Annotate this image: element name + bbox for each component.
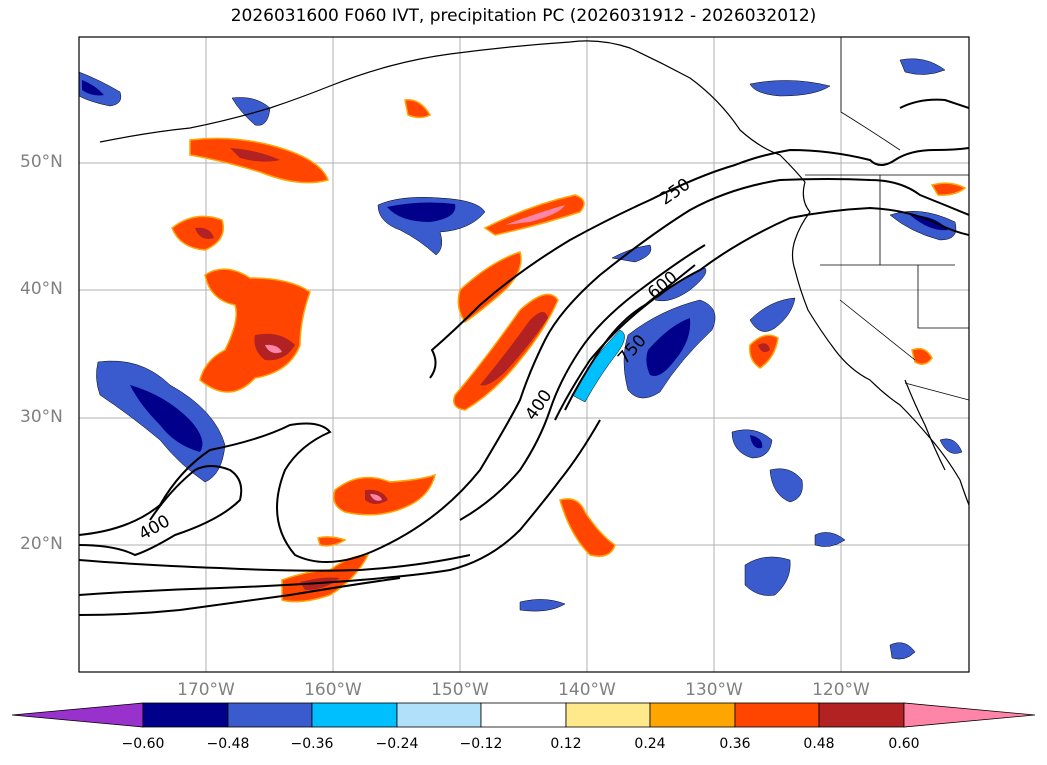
blob-neg-45n-coast-core <box>910 215 948 231</box>
blob-neg-27n-east <box>939 438 963 454</box>
blob-neg-west-56n <box>79 71 122 107</box>
blob-neg-56n-east <box>749 80 831 97</box>
ivt-contours <box>79 98 969 616</box>
colorbar-tick-4: −0.24 <box>375 736 419 752</box>
colorbar-bin-7 <box>649 702 736 728</box>
lat-label-50n: 50°N <box>20 152 63 172</box>
colorbar-tick-7: 0.24 <box>634 736 666 752</box>
lon-label-150w: 150°W <box>431 680 489 700</box>
blob-pos-54n <box>404 99 432 119</box>
blob-pos-34n-diag-core <box>480 311 548 386</box>
colorbar-extend-low <box>11 702 144 728</box>
lon-label-160w: 160°W <box>304 680 362 700</box>
blob-pos-22n <box>559 498 616 557</box>
coast-baja <box>904 379 946 471</box>
blob-pos-51n-core <box>230 148 280 162</box>
blob-neg-31n-core <box>130 385 203 452</box>
blob-neg-57n-far <box>899 58 946 75</box>
blob-pos-40n-diag <box>457 251 522 324</box>
graticule <box>79 37 969 672</box>
borders <box>805 37 969 401</box>
blob-pos-33n-coast <box>911 347 933 365</box>
border-state-4 <box>839 299 916 361</box>
colorbar-extend-high <box>903 702 1036 728</box>
lon-label-120w: 120°W <box>812 680 870 700</box>
blob-neg-21n <box>814 532 846 547</box>
border-state-3 <box>917 265 969 329</box>
colorbar-bin-6 <box>565 702 651 728</box>
blob-pos-38n <box>199 268 311 393</box>
blob-neg-54n <box>231 97 271 126</box>
colorbar-tick-10: 0.60 <box>888 736 920 752</box>
blob-neg-12n <box>889 642 916 660</box>
blob-neg-38n <box>749 297 796 332</box>
coast-canada-bc <box>791 181 969 506</box>
colorbar-tick-5: −0.12 <box>459 736 503 752</box>
blob-pos-20n-small <box>317 536 347 547</box>
ivt-contour-250 <box>429 147 969 379</box>
blob-pos-24n-pink <box>370 494 382 501</box>
ivt-contour-low-south-2 <box>79 577 401 616</box>
ivt-contour-250-loop <box>899 98 969 109</box>
blob-neg-46n-core <box>387 202 456 222</box>
blob-neg-14n <box>519 599 566 612</box>
negative-anomaly-regions <box>79 58 963 660</box>
ivt-contour-600 <box>459 244 706 521</box>
blob-pos-43n-diag-core <box>505 205 565 225</box>
blob-pos-38n-pink <box>265 344 282 354</box>
plot-frame <box>78 36 970 673</box>
border-alaska-canada <box>840 37 901 151</box>
blob-pos-45n-west-core <box>195 227 214 239</box>
colorbar-bin-2 <box>227 702 313 728</box>
blob-pos-24n <box>333 473 437 516</box>
blob-neg-28n-core <box>750 435 763 449</box>
ivt-contour-400-outer <box>79 178 969 564</box>
blob-neg-28n <box>731 429 773 459</box>
blob-pos-48n-coast <box>930 182 967 196</box>
colorbar-tick-3: −0.36 <box>290 736 334 752</box>
lon-label-130w: 130°W <box>685 680 743 700</box>
colorbar-bin-1 <box>142 702 229 728</box>
lon-label-140w: 140°W <box>558 680 616 700</box>
map-title: 2026031600 F060 IVT, precipitation PC (2… <box>230 6 817 26</box>
lat-label-30n: 30°N <box>20 407 63 427</box>
coast-alaska-aleutians <box>99 40 806 183</box>
ivt-contour-600-east <box>554 206 969 421</box>
colorbar-tick-8: 0.36 <box>719 736 751 752</box>
colorbar-tick-1: −0.60 <box>121 736 165 752</box>
blob-neg-34n-core <box>646 318 691 376</box>
colorbar-bin-9 <box>818 702 905 728</box>
lat-label-20n: 20°N <box>20 534 63 554</box>
blob-neg-west-56n-core <box>82 80 104 96</box>
blob-neg-18n <box>744 556 791 596</box>
colorbar-bin-4 <box>396 702 482 728</box>
positive-anomaly-regions <box>171 99 967 603</box>
colorbar-bin-3 <box>311 702 398 728</box>
ivt-contour-400-bottom <box>79 554 471 572</box>
blob-neg-45n-coast <box>889 211 957 241</box>
colorbar-bin-8 <box>734 702 820 728</box>
colorbar <box>11 702 1036 728</box>
colorbar-tick-6: 0.12 <box>550 736 582 752</box>
ivt-contour-750 <box>564 264 696 411</box>
colorbar-tick-2: −0.48 <box>206 736 250 752</box>
border-us-mexico <box>904 382 969 401</box>
lon-label-170w: 170°W <box>177 680 235 700</box>
coastline <box>99 40 969 506</box>
colorbar-tick-9: 0.48 <box>803 736 835 752</box>
ivt-contour-low-south <box>79 419 601 596</box>
lat-label-40n: 40°N <box>20 279 63 299</box>
colorbar-bin-5 <box>480 702 567 728</box>
blob-pos-35n-east-core <box>758 343 770 353</box>
ivt-contour-400-inner <box>79 465 243 557</box>
blob-neg-25n <box>769 468 803 503</box>
